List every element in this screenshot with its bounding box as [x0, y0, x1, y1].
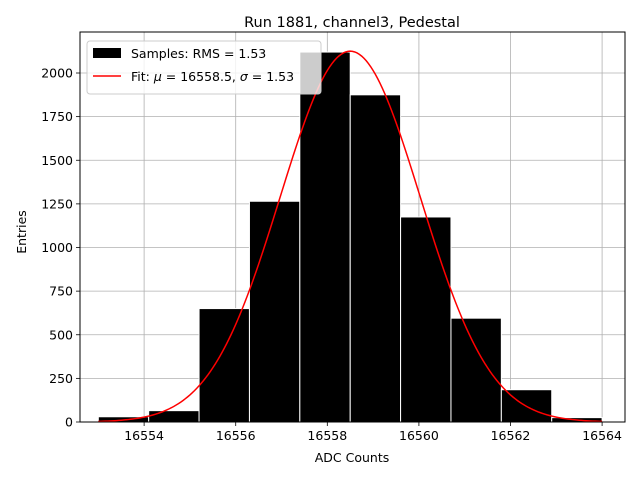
- y-tick-label: 2000: [41, 66, 73, 81]
- histogram-bar: [198, 308, 250, 423]
- x-axis-ticks: 16554 16556 16558 16560 16562 16564: [124, 422, 622, 443]
- legend-fit-mu: μ: [153, 69, 162, 84]
- fit-curve: [98, 50, 603, 423]
- histogram-bar: [299, 51, 351, 423]
- legend: Samples: RMS = 1.53 Fit: μ = 16558.5, σ …: [86, 40, 322, 95]
- legend-fit-sigma: σ: [240, 69, 249, 84]
- legend-box: [86, 40, 322, 95]
- y-tick-label: 1250: [41, 196, 73, 211]
- legend-histogram-label: Samples: RMS = 1.53: [131, 46, 266, 61]
- histogram-bar: [148, 410, 200, 423]
- y-tick-label: 1750: [41, 109, 73, 124]
- histogram-bar: [400, 216, 452, 423]
- histogram-bars: [97, 51, 603, 423]
- x-tick-label: 16560: [399, 428, 439, 443]
- chart-title: Run 1881, channel3, Pedestal: [244, 15, 460, 31]
- histogram-bar: [450, 317, 502, 423]
- y-tick-label: 1000: [41, 240, 73, 255]
- y-tick-label: 1500: [41, 153, 73, 168]
- legend-fit-prefix: Fit:: [131, 69, 154, 84]
- y-tick-label: 500: [49, 327, 73, 342]
- y-tick-label: 250: [49, 371, 73, 386]
- x-axis-label: ADC Counts: [315, 450, 390, 465]
- legend-fit-mu-value: = 16558.5,: [162, 69, 240, 84]
- y-tick-label: 750: [49, 284, 73, 299]
- y-axis-ticks: 0 250 500 750 1000 1250 1500 1750 2000: [41, 66, 80, 430]
- y-axis-label: Entries: [14, 210, 29, 254]
- x-tick-label: 16564: [582, 428, 622, 443]
- histogram-bar: [349, 94, 402, 423]
- histogram-bar: [248, 200, 301, 423]
- legend-histogram-swatch: [93, 48, 121, 58]
- fit-curve-layer: [98, 50, 603, 423]
- y-tick-label: 0: [65, 415, 73, 430]
- legend-fit-label: Fit: μ = 16558.5, σ = 1.53: [131, 69, 294, 84]
- x-tick-label: 16558: [307, 428, 347, 443]
- x-tick-label: 16554: [124, 428, 164, 443]
- x-tick-label: 16556: [216, 428, 256, 443]
- legend-fit-sigma-value: = 1.53: [248, 69, 294, 84]
- plot-frame: [79, 31, 626, 423]
- x-tick-label: 16562: [491, 428, 531, 443]
